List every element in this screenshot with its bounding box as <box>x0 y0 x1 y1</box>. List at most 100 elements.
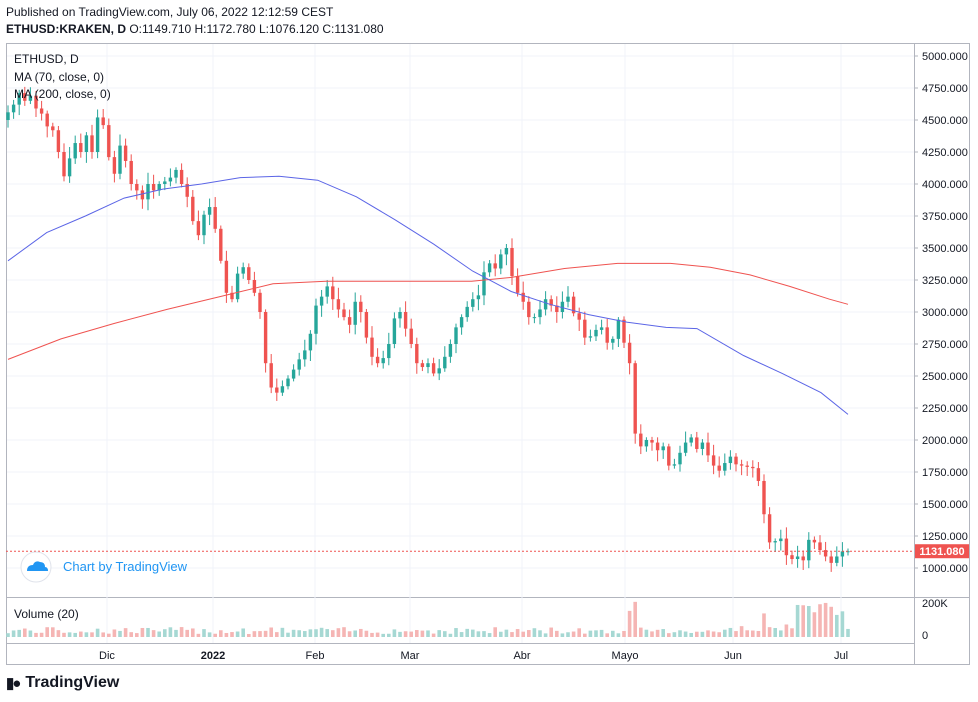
price-tick-label: 4500.000 <box>922 115 968 127</box>
candle <box>443 346 447 372</box>
volume-bar <box>840 611 845 637</box>
time-tick-label: Dic <box>99 650 115 662</box>
volume-bar <box>107 633 111 637</box>
volume-bar <box>415 630 419 637</box>
volume-bar <box>527 630 531 637</box>
candle <box>207 198 212 226</box>
candle <box>588 329 593 342</box>
volume-bar <box>476 631 481 637</box>
volume-bar <box>420 630 425 637</box>
candle <box>571 291 576 317</box>
candle <box>163 176 167 191</box>
volume-bar <box>370 632 374 637</box>
brand-name: TradingView <box>25 674 120 691</box>
volume-bar <box>235 631 240 637</box>
candle <box>56 125 61 159</box>
volume-bar <box>622 630 626 637</box>
watermark-text[interactable]: Chart by TradingView <box>63 559 188 574</box>
candle <box>644 437 649 452</box>
price-tick-label: 1000.000 <box>922 563 968 575</box>
candle <box>706 432 710 463</box>
candle <box>527 296 531 325</box>
volume-bar <box>779 630 783 637</box>
volume-bar <box>286 632 290 637</box>
volume-bar <box>672 632 677 637</box>
candle <box>695 431 699 453</box>
candle <box>683 431 688 457</box>
volume-bar <box>723 629 727 637</box>
volume-bar <box>387 633 391 637</box>
candle <box>510 238 514 286</box>
candle <box>835 546 839 567</box>
candle <box>650 436 654 451</box>
candle <box>73 135 77 164</box>
volume-bar <box>364 630 369 637</box>
price-tick-label: 2500.000 <box>922 371 968 383</box>
candle <box>611 336 615 350</box>
candle <box>179 163 184 188</box>
candle <box>252 271 257 297</box>
volume-bar <box>846 628 850 637</box>
volume-bar <box>51 627 55 637</box>
price-tick-label: 3000.000 <box>922 307 968 319</box>
last-price-tag: 1131.080 <box>915 544 969 559</box>
candle <box>734 453 738 472</box>
candle <box>174 167 178 184</box>
candle <box>515 268 520 297</box>
volume-bar <box>112 629 117 637</box>
candle <box>370 326 374 366</box>
volume-bar <box>487 633 492 637</box>
volume-bar <box>191 628 195 637</box>
volume-bar <box>555 630 559 637</box>
tradingview-brand[interactable]: ▮● TradingView <box>6 674 119 692</box>
candle <box>504 244 509 266</box>
candle <box>11 99 16 119</box>
price-tick-label: 4250.000 <box>922 147 968 159</box>
price-tick-label: 3750.000 <box>922 211 968 223</box>
volume-bar <box>499 631 503 637</box>
candle <box>454 323 458 354</box>
candle <box>667 443 671 471</box>
candle <box>398 307 402 328</box>
price-tick-label: 3250.000 <box>922 275 968 287</box>
volume-bar <box>381 633 385 637</box>
volume-bar <box>689 632 693 637</box>
candle <box>247 263 251 285</box>
candle <box>487 260 492 277</box>
volume-bar <box>818 604 822 637</box>
volume-bar <box>123 628 128 637</box>
candle <box>107 118 111 161</box>
candle <box>375 348 380 368</box>
volume-bar <box>11 630 16 637</box>
candle <box>437 359 441 381</box>
price-tick-label: 4750.000 <box>922 83 968 95</box>
candle <box>555 296 559 323</box>
candle <box>723 453 727 476</box>
candle <box>840 542 845 567</box>
volume-bar <box>6 633 10 637</box>
candle <box>331 276 335 310</box>
candle <box>353 292 357 335</box>
time-tick-label: Feb <box>306 650 325 662</box>
candle <box>123 138 128 168</box>
candle <box>823 541 828 562</box>
tradingview-watermark[interactable]: Chart by TradingView <box>20 551 188 583</box>
volume-bar <box>224 632 229 637</box>
volume-bar <box>695 631 699 637</box>
volume-bar <box>398 631 402 637</box>
volume-bar <box>577 628 581 637</box>
volume-bar <box>34 632 38 637</box>
candle <box>655 437 660 462</box>
volume-bar <box>829 606 833 637</box>
volume-bar <box>504 629 509 637</box>
volume-bar <box>700 631 705 637</box>
volume-bar <box>571 631 576 637</box>
volume-axis: 200K 0 <box>922 598 948 642</box>
candle <box>532 313 537 324</box>
volume-bar <box>639 627 643 637</box>
volume-bar <box>515 629 520 637</box>
candle <box>538 300 542 325</box>
volume-bar <box>711 631 716 637</box>
volume-bar <box>359 628 363 637</box>
